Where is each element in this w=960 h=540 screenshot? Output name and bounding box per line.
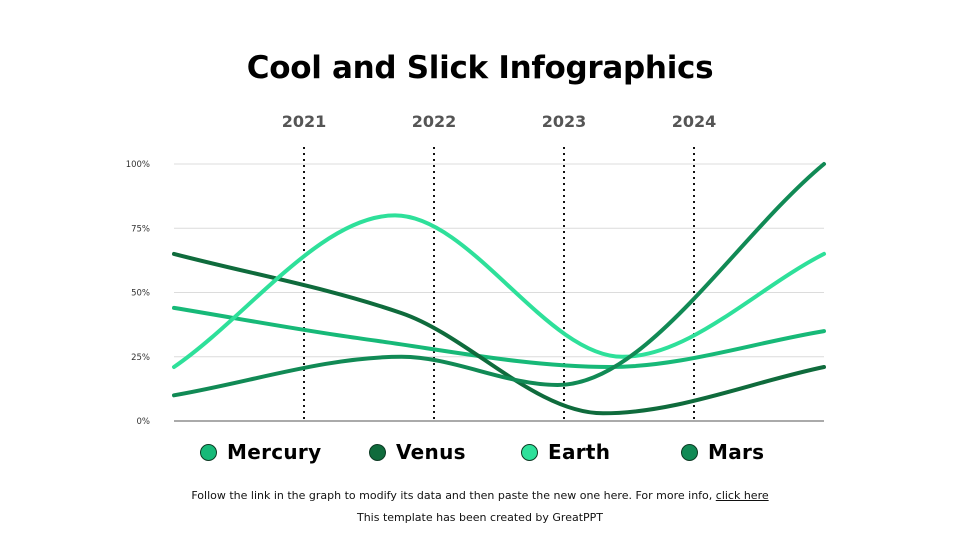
legend-label-venus: Venus	[396, 440, 466, 464]
legend-swatch-mercury	[200, 443, 217, 461]
y-tick-label: 0%	[137, 417, 151, 427]
click-here-link[interactable]: click here	[715, 489, 769, 502]
legend-label-mercury: Mercury	[227, 440, 322, 464]
y-tick-label: 25%	[131, 353, 150, 363]
legend-item-venus: Venus	[369, 439, 466, 465]
x-label: 2024	[672, 112, 717, 131]
series-line-mercury	[172, 305, 826, 369]
series-line-mars	[172, 162, 826, 398]
legend-swatch-earth	[521, 443, 538, 461]
footer-note: Follow the link in the graph to modify i…	[0, 489, 960, 502]
footer-note-text: Follow the link in the graph to modify i…	[191, 489, 716, 502]
x-label: 2023	[542, 112, 587, 131]
y-tick-label: 100%	[126, 160, 150, 170]
legend-swatch-venus	[369, 443, 386, 461]
legend-swatch-mars	[681, 443, 698, 461]
chart-title: Cool and Slick Infographics	[246, 50, 714, 86]
x-label: 2022	[412, 112, 457, 131]
series-line-earth	[172, 213, 826, 369]
legend-item-earth: Earth	[521, 439, 610, 465]
legend-label-earth: Earth	[548, 440, 611, 464]
legend-label-mars: Mars	[708, 440, 765, 464]
series-line-venus	[172, 251, 826, 416]
footer-credit: This template has been created by GreatP…	[356, 511, 604, 524]
y-tick-label: 75%	[131, 224, 150, 234]
legend-item-mercury: Mercury	[200, 439, 321, 465]
x-label: 2021	[282, 112, 327, 131]
y-tick-label: 50%	[131, 289, 150, 299]
legend-item-mars: Mars	[681, 439, 764, 465]
